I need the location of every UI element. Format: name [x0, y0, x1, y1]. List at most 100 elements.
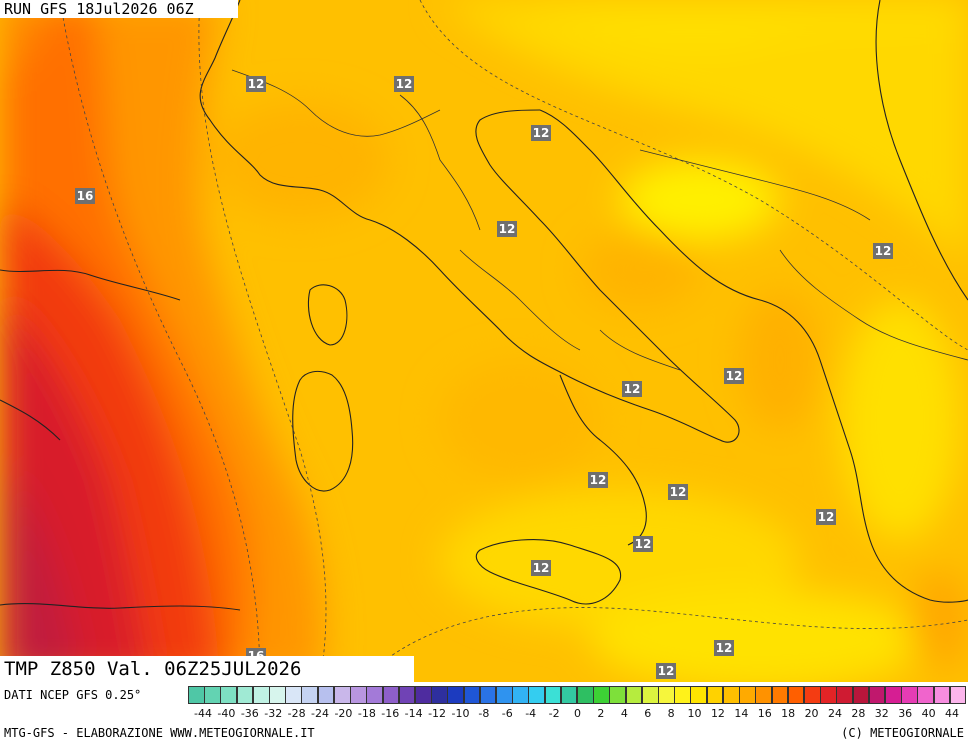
color-swatch: [479, 686, 497, 704]
scale-tick-label: -12: [428, 707, 447, 720]
color-swatch: [560, 686, 578, 704]
color-swatch: [269, 686, 286, 704]
scale-tick-label: 28: [851, 707, 866, 720]
color-scale-bar: [188, 686, 967, 706]
scale-tick-label: -28: [287, 707, 306, 720]
color-swatch: [901, 686, 918, 704]
color-swatch: [236, 686, 254, 704]
color-swatch: [803, 686, 821, 704]
color-swatch: [495, 686, 513, 704]
color-swatch: [658, 686, 675, 704]
color-swatch: [625, 686, 643, 704]
color-swatch: [382, 686, 400, 704]
contour-label: 16: [75, 188, 95, 204]
scale-tick-label: 36: [898, 707, 913, 720]
scale-tick-label: 6: [644, 707, 652, 720]
footer-copyright: (C) METEOGIORNALE: [841, 726, 964, 740]
color-swatch: [609, 686, 627, 704]
contour-label: 12: [633, 536, 653, 552]
contour-label: 12: [724, 368, 744, 384]
contour-label: 12: [531, 560, 551, 576]
color-swatch: [301, 686, 319, 704]
color-swatch: [447, 686, 465, 704]
color-swatch: [755, 686, 772, 704]
color-swatch: [463, 686, 481, 704]
contour-label: 12: [246, 76, 266, 92]
color-swatch: [285, 686, 302, 704]
color-swatch: [350, 686, 367, 704]
scale-tick-label: 20: [804, 707, 819, 720]
map-title: TMP Z850 Val. 06Z25JUL2026: [0, 656, 414, 682]
contour-label: 12: [714, 640, 734, 656]
scale-tick-label: -18: [357, 707, 376, 720]
color-swatch: [593, 686, 610, 704]
color-swatch: [317, 686, 335, 704]
color-swatch: [333, 686, 351, 704]
scale-tick-label: -6: [501, 707, 513, 720]
color-swatch: [933, 686, 951, 704]
scale-tick-label: -2: [548, 707, 560, 720]
scale-tick-label: 0: [574, 707, 581, 720]
color-swatch: [512, 686, 529, 704]
scale-tick-label: -32: [264, 707, 283, 720]
footer-credit: MTG-GFS - ELABORAZIONE WWW.METEOGIORNALE…: [4, 726, 315, 740]
scale-tick-label: 32: [874, 707, 889, 720]
color-swatch: [431, 686, 448, 704]
color-swatch: [366, 686, 383, 704]
color-swatch: [917, 686, 935, 704]
contour-label: 12: [622, 381, 642, 397]
scale-tick-label: -44: [194, 707, 212, 720]
scale-tick-label: -36: [240, 707, 259, 720]
color-swatch: [868, 686, 886, 704]
scale-tick-label: 14: [734, 707, 749, 720]
color-swatch: [771, 686, 789, 704]
contour-label: 12: [816, 509, 836, 525]
scale-tick-label: 40: [921, 707, 936, 720]
color-swatch: [641, 686, 659, 704]
scale-tick-label: 8: [667, 707, 675, 720]
scale-tick-label: 4: [620, 707, 628, 720]
scale-tick-label: 24: [827, 707, 842, 720]
color-swatch: [852, 686, 870, 704]
color-swatch: [252, 686, 270, 704]
scale-tick-label: -24: [311, 707, 330, 720]
color-swatch: [739, 686, 756, 704]
run-info: RUN GFS 18Jul2026 06Z: [0, 0, 238, 18]
color-swatch: [884, 686, 902, 704]
temperature-map: [0, 0, 968, 682]
credit-line: DATI NCEP GFS 0.25°: [4, 688, 142, 702]
scale-tick-label: -4: [525, 707, 537, 720]
scale-tick-label: -20: [334, 707, 353, 720]
contour-label: 12: [497, 221, 517, 237]
color-swatch: [820, 686, 837, 704]
color-swatch: [204, 686, 221, 704]
color-swatch: [674, 686, 691, 704]
scale-tick-label: -16: [381, 707, 400, 720]
scale-tick-label: 16: [757, 707, 772, 720]
color-swatch: [398, 686, 416, 704]
scale-tick-label: -14: [404, 707, 423, 720]
contour-label: 12: [668, 484, 688, 500]
contour-label: 12: [656, 663, 676, 679]
contour-label: 12: [394, 76, 414, 92]
contour-label: 12: [531, 125, 551, 141]
color-swatch: [188, 686, 205, 704]
color-swatch: [577, 686, 594, 704]
scale-tick-label: 44: [945, 707, 959, 720]
scale-tick-label: -8: [478, 707, 490, 720]
color-swatch: [544, 686, 562, 704]
scale-tick-label: 2: [597, 707, 605, 720]
color-swatch: [787, 686, 805, 704]
color-swatch: [414, 686, 432, 704]
color-swatch: [706, 686, 724, 704]
scale-tick-label: 18: [781, 707, 796, 720]
color-swatch: [722, 686, 740, 704]
color-swatch: [220, 686, 238, 704]
scale-tick-label: -10: [451, 707, 470, 720]
scale-tick-label: 12: [710, 707, 725, 720]
scale-tick-label: -40: [217, 707, 236, 720]
scale-tick-label: 10: [687, 707, 702, 720]
color-swatch: [528, 686, 546, 704]
contour-label: 12: [873, 243, 893, 259]
contour-label: 12: [588, 472, 608, 488]
